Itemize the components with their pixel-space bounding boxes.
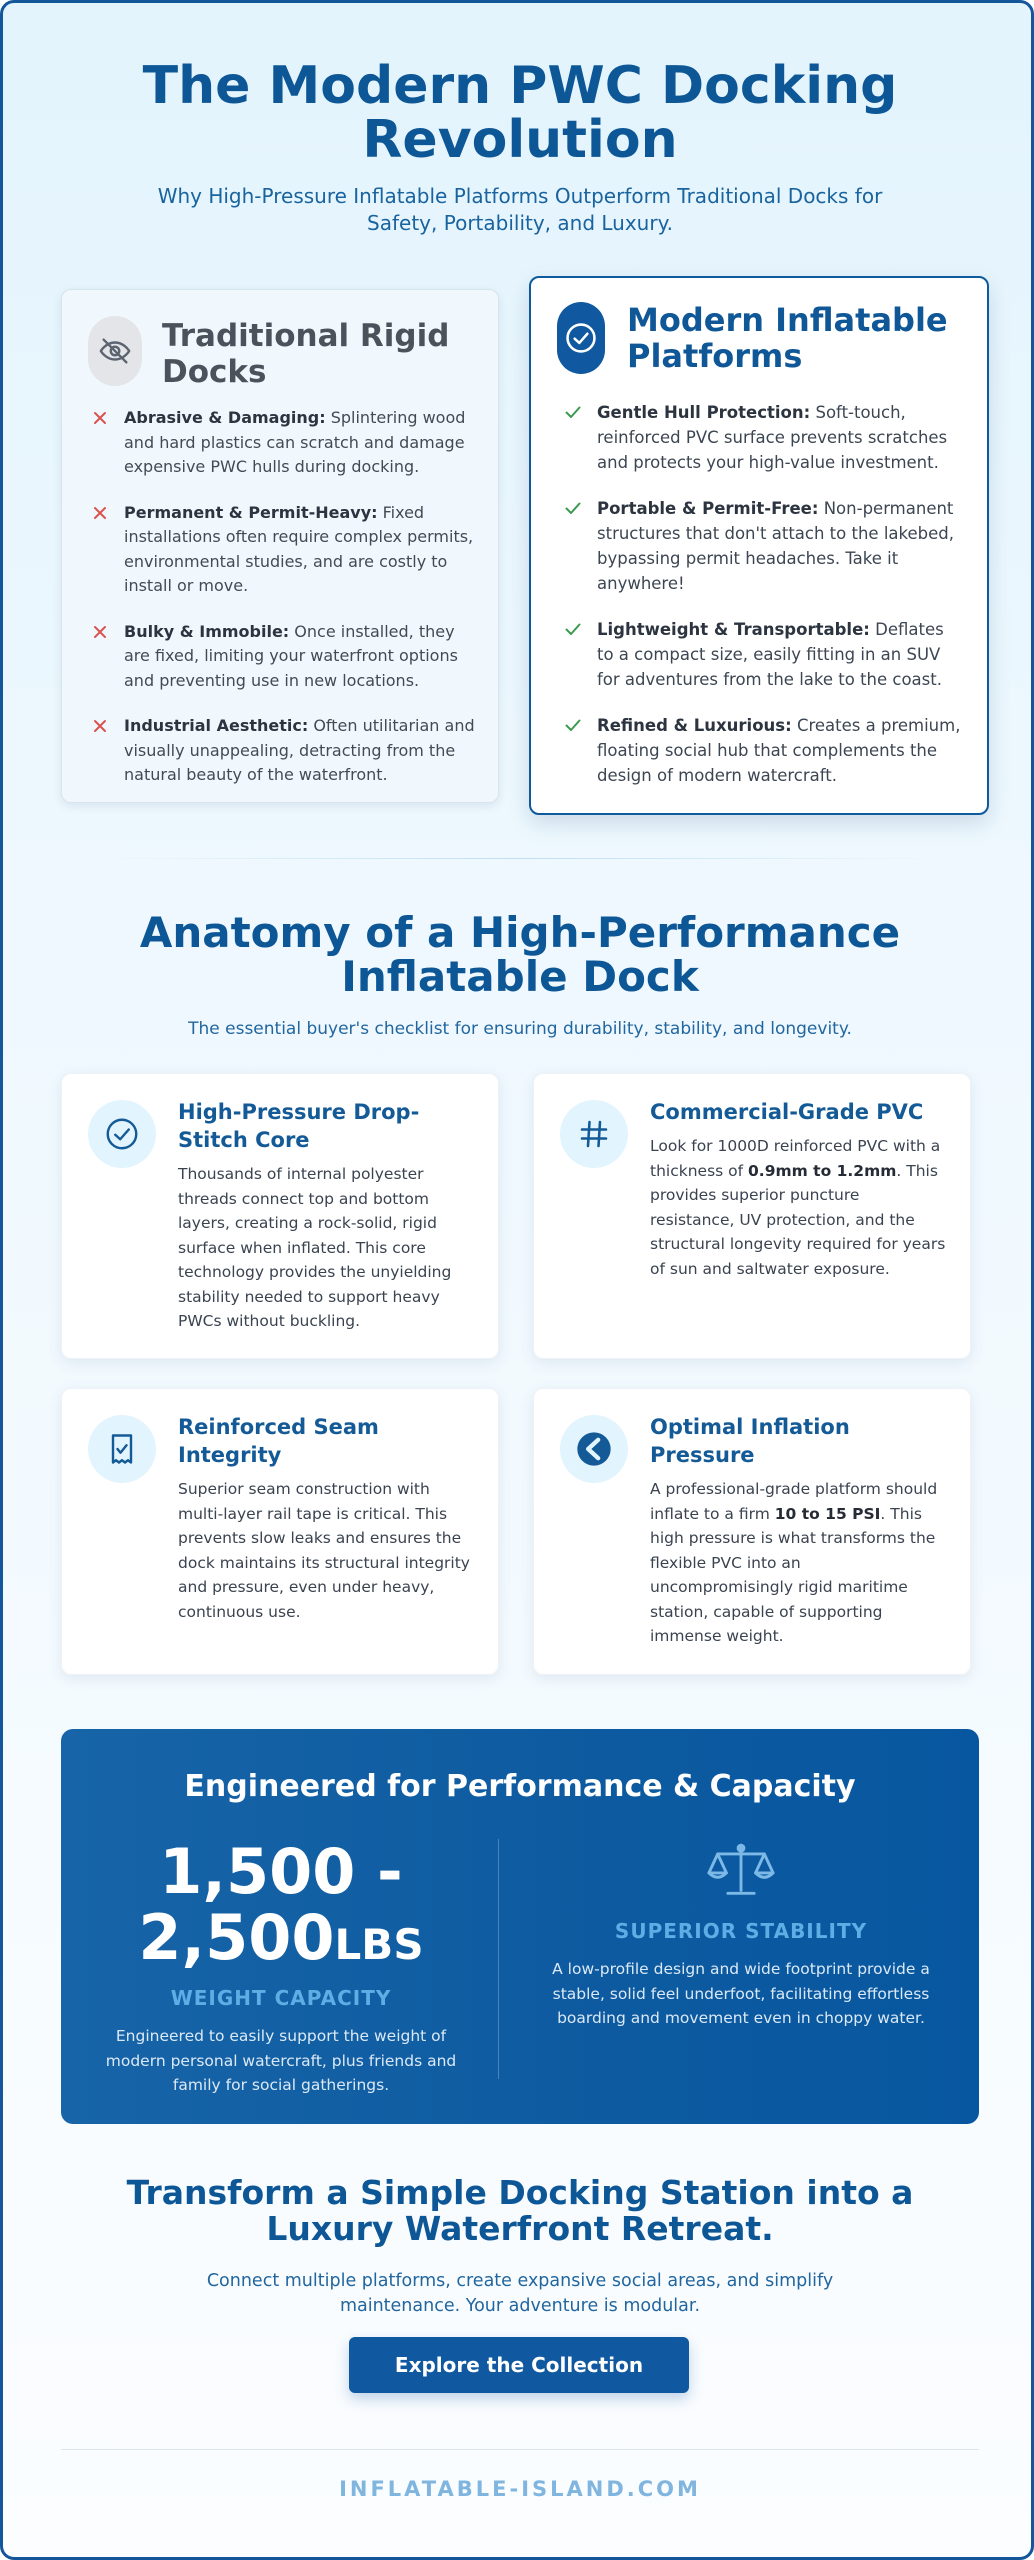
list-item: Gentle Hull Protection: Soft-touch, rein… — [561, 400, 965, 475]
list-item: Refined & Luxurious: Creates a premium, … — [561, 713, 965, 788]
anatomy-section: Anatomy of a High-Performance Inflatable… — [3, 908, 1031, 1040]
capacity-label: WEIGHT CAPACITY — [170, 1986, 392, 2010]
check-mark-icon — [563, 715, 583, 735]
check-mark-icon — [563, 402, 583, 422]
brand-footer[interactable]: INFLATABLE-ISLAND.COM — [339, 2477, 701, 2501]
stability-description: A low-profile design and wide footprint … — [552, 1960, 930, 2027]
feature-card-seam: Reinforced Seam Integrity Superior seam … — [61, 1388, 499, 1675]
feature-description: A professional-grade platform should inf… — [650, 1480, 938, 1645]
x-mark-icon — [90, 716, 110, 736]
list-item: Permanent & Permit-Heavy: Fixed installa… — [88, 501, 476, 599]
list-item: Abrasive & Damaging: Splintering wood an… — [88, 406, 476, 480]
footer-divider — [61, 2449, 979, 2450]
balance-scale-icon — [531, 1839, 951, 1901]
modern-list: Gentle Hull Protection: Soft-touch, rein… — [561, 400, 965, 809]
page-title: The Modern PWC Docking Revolution — [142, 56, 898, 170]
list-item: Lightweight & Transportable: Deflates to… — [561, 617, 965, 692]
check-circle-icon — [88, 1100, 156, 1168]
stability-stat: SUPERIOR STABILITY A low-profile design … — [531, 1839, 951, 2031]
x-mark-icon — [90, 503, 110, 523]
cta-subtitle: Connect multiple platforms, create expan… — [206, 2271, 834, 2316]
feature-card-pvc: Commercial-Grade PVC Look for 1000D rein… — [533, 1073, 971, 1359]
feature-description: Thousands of internal polyester threads … — [178, 1165, 452, 1330]
feature-title: Optimal Inflation Pressure — [650, 1415, 850, 1467]
section-divider — [99, 858, 941, 859]
feature-card-drop-stitch: High-Pressure Drop-Stitch Core Thousands… — [61, 1073, 499, 1359]
check-circle-icon — [557, 302, 605, 374]
modern-title: Modern Inflatable Platforms — [627, 301, 948, 375]
capacity-description: Engineered to easily support the weight … — [105, 2027, 457, 2094]
feature-card-pressure: Optimal Inflation Pressure A professiona… — [533, 1388, 971, 1675]
traditional-title: Traditional Rigid Docks — [162, 318, 450, 390]
stability-label: SUPERIOR STABILITY — [614, 1919, 868, 1943]
eye-slash-icon — [88, 316, 142, 386]
modern-platforms-card: Modern Inflatable Platforms Gentle Hull … — [529, 276, 989, 815]
list-item: Bulky & Immobile: Once installed, they a… — [88, 620, 476, 694]
x-mark-icon — [90, 408, 110, 428]
column-divider — [498, 1839, 499, 2079]
cta-section: Transform a Simple Docking Station into … — [3, 2173, 1031, 2319]
hero-section: The Modern PWC Docking Revolution Why Hi… — [3, 56, 1031, 237]
gauge-icon — [560, 1415, 628, 1483]
check-mark-icon — [563, 619, 583, 639]
list-item: Industrial Aesthetic: Often utilitarian … — [88, 714, 476, 788]
feature-title: High-Pressure Drop-Stitch Core — [178, 1100, 420, 1152]
page-subtitle: Why High-Pressure Inflatable Platforms O… — [157, 184, 883, 235]
performance-banner: Engineered for Performance & Capacity 1,… — [61, 1729, 979, 2124]
check-mark-icon — [563, 498, 583, 518]
traditional-list: Abrasive & Damaging: Splintering wood an… — [88, 406, 476, 809]
list-item: Portable & Permit-Free: Non-permanent st… — [561, 496, 965, 596]
explore-collection-button[interactable]: Explore the Collection — [349, 2337, 689, 2393]
receipt-check-icon — [88, 1415, 156, 1483]
hash-grid-icon — [560, 1100, 628, 1168]
performance-title: Engineered for Performance & Capacity — [184, 1769, 856, 1804]
feature-description: Superior seam construction with multi-la… — [178, 1480, 470, 1621]
anatomy-subtitle: The essential buyer's checklist for ensu… — [188, 1019, 852, 1039]
anatomy-title: Anatomy of a High-Performance Inflatable… — [139, 908, 901, 1001]
feature-description: Look for 1000D reinforced PVC with a thi… — [650, 1137, 946, 1278]
capacity-value: 1,500 - 2,500LBS — [138, 1835, 424, 1974]
cta-title: Transform a Simple Docking Station into … — [126, 2173, 914, 2248]
traditional-docks-card: Traditional Rigid Docks Abrasive & Damag… — [61, 289, 499, 803]
feature-title: Commercial-Grade PVC — [650, 1100, 924, 1124]
capacity-stat: 1,500 - 2,500LBS WEIGHT CAPACITY Enginee… — [91, 1839, 471, 2098]
feature-title: Reinforced Seam Integrity — [178, 1415, 379, 1467]
x-mark-icon — [90, 622, 110, 642]
